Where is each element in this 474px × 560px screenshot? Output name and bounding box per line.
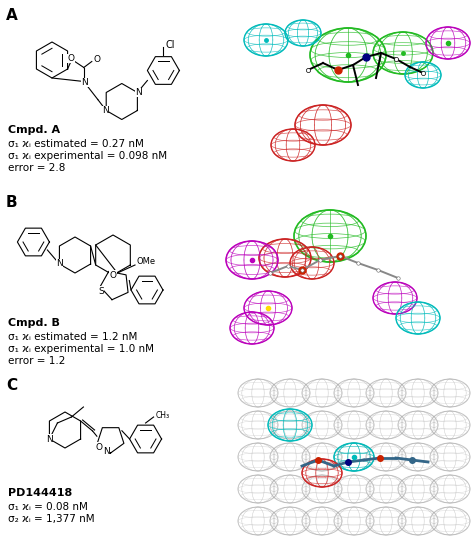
- Text: N: N: [135, 88, 142, 97]
- Text: N: N: [102, 106, 109, 115]
- Text: O: O: [109, 270, 117, 279]
- Text: N: N: [56, 259, 63, 268]
- Text: O: O: [95, 442, 102, 451]
- Text: CH₃: CH₃: [155, 410, 170, 419]
- Text: N: N: [46, 435, 53, 444]
- Text: O: O: [94, 55, 101, 64]
- Text: σ₂ ϰᵢ = 1,377 nM: σ₂ ϰᵢ = 1,377 nM: [8, 514, 95, 524]
- Text: Cmpd. A: Cmpd. A: [8, 125, 60, 135]
- Text: OMe: OMe: [137, 258, 156, 267]
- Text: σ₁ ϰᵢ = 0.08 nM: σ₁ ϰᵢ = 0.08 nM: [8, 502, 88, 512]
- Text: σ₁ ϰᵢ estimated = 1.2 nM: σ₁ ϰᵢ estimated = 1.2 nM: [8, 332, 137, 342]
- Text: B: B: [6, 195, 18, 210]
- Text: σ₁ ϰᵢ estimated = 0.27 nM: σ₁ ϰᵢ estimated = 0.27 nM: [8, 139, 144, 149]
- Text: C: C: [6, 378, 17, 393]
- Text: O: O: [67, 54, 74, 63]
- Text: A: A: [6, 8, 18, 23]
- Text: Cl: Cl: [165, 40, 175, 49]
- Text: σ₁ ϰᵢ experimental = 0.098 nM: σ₁ ϰᵢ experimental = 0.098 nM: [8, 151, 167, 161]
- Text: S: S: [98, 287, 104, 296]
- Text: Cmpd. B: Cmpd. B: [8, 318, 60, 328]
- Text: N: N: [82, 78, 88, 87]
- Text: error = 1.2: error = 1.2: [8, 356, 65, 366]
- Text: PD144418: PD144418: [8, 488, 72, 498]
- Text: N: N: [103, 446, 110, 455]
- Text: σ₁ ϰᵢ experimental = 1.0 nM: σ₁ ϰᵢ experimental = 1.0 nM: [8, 344, 154, 354]
- Text: error = 2.8: error = 2.8: [8, 163, 65, 173]
